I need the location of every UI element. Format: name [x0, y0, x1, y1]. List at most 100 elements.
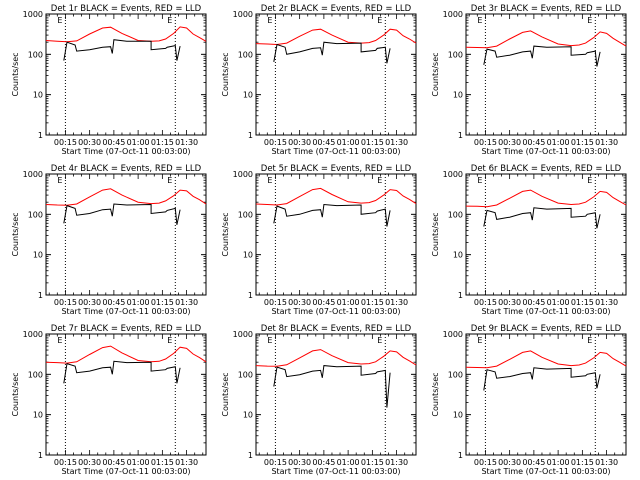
y-tick-label: 1000 [443, 170, 463, 179]
detector-panel: Det 2r BLACK = Events, RED = LLD 1 10 100 10… [221, 4, 417, 156]
plot-frame [255, 333, 417, 456]
y-axis-label: Counts/sec [431, 52, 440, 96]
x-axis-label: Start Time (07-Oct-11 00:03:00) [481, 147, 610, 156]
x-tick-label: 00:45 [102, 458, 125, 467]
x-tick-label: 00:30 [78, 298, 101, 307]
x-tick-label: 00:30 [288, 458, 311, 467]
x-tick-label: 01:00 [547, 458, 570, 467]
lld-series-line [255, 187, 417, 206]
panel-title: Det 9r BLACK = Events, RED = LLD [471, 324, 622, 334]
event-marker-label: E [377, 176, 382, 185]
x-tick-label: 01:30 [175, 138, 198, 147]
event-marker-label: E [377, 336, 382, 345]
detector-panel: Det 4r BLACK = Events, RED = LLD 1 10 100 10… [11, 164, 207, 316]
x-axis-label: Start Time (07-Oct-11 00:03:00) [271, 307, 400, 316]
events-series-line [63, 203, 181, 225]
y-tick-label: 1000 [233, 330, 253, 339]
y-tick-label: 100 [28, 370, 43, 379]
x-tick-label: 01:15 [361, 298, 384, 307]
x-tick-label: 01:15 [571, 298, 594, 307]
x-tick-label: 00:15 [264, 138, 287, 147]
events-series-line [63, 39, 181, 61]
x-tick-label: 01:00 [127, 138, 150, 147]
event-marker-label: E [267, 16, 272, 25]
x-tick-label: 00:15 [54, 298, 77, 307]
lld-series-line [255, 28, 417, 46]
panel-title: Det 8r BLACK = Events, RED = LLD [261, 324, 412, 334]
events-series-line [483, 367, 601, 391]
x-tick-label: 00:30 [288, 298, 311, 307]
x-tick-label: 00:45 [102, 138, 125, 147]
y-tick-label: 100 [448, 210, 463, 219]
y-tick-label: 1000 [23, 330, 43, 339]
x-tick-label: 00:30 [288, 138, 311, 147]
lld-series-line [465, 30, 627, 49]
panel-title: Det 7r BLACK = Events, RED = LLD [51, 324, 202, 334]
plot-frame [465, 333, 627, 456]
x-axis-label: Start Time (07-Oct-11 00:03:00) [61, 307, 190, 316]
x-tick-label: 00:30 [498, 138, 521, 147]
x-tick-label: 01:30 [595, 458, 618, 467]
x-tick-label: 01:30 [385, 458, 408, 467]
x-tick-label: 00:30 [78, 458, 101, 467]
lld-series-line [45, 26, 207, 43]
event-marker-label: E [377, 16, 382, 25]
y-axis-label: Counts/sec [221, 212, 230, 256]
plot-frame [45, 13, 207, 136]
y-tick-label: 1000 [233, 170, 253, 179]
x-tick-label: 00:15 [264, 458, 287, 467]
x-axis-label: Start Time (07-Oct-11 00:03:00) [481, 467, 610, 476]
y-tick-label: 1 [248, 451, 253, 460]
event-marker-label: E [477, 336, 482, 345]
plot-frame [45, 333, 207, 456]
detector-panel: Det 1r BLACK = Events, RED = LLD 1 10 100 10… [11, 4, 207, 156]
y-tick-label: 1 [38, 291, 43, 300]
x-tick-label: 00:15 [474, 458, 497, 467]
x-tick-label: 00:30 [498, 298, 521, 307]
plot-frame [255, 173, 417, 296]
panel-title: Det 6r BLACK = Events, RED = LLD [471, 164, 622, 174]
y-tick-label: 10 [453, 91, 463, 100]
x-tick-label: 01:15 [151, 138, 174, 147]
detector-panel: Det 8r BLACK = Events, RED = LLD 1 10 100 10… [221, 324, 417, 476]
y-axis-label: Counts/sec [11, 372, 20, 416]
y-tick-label: 1000 [443, 330, 463, 339]
x-tick-label: 00:15 [474, 298, 497, 307]
x-axis-label: Start Time (07-Oct-11 00:03:00) [271, 467, 400, 476]
event-marker-label: E [57, 336, 62, 345]
event-marker-label: E [587, 336, 592, 345]
event-marker-label: E [477, 176, 482, 185]
plot-frame [465, 173, 627, 296]
y-tick-label: 1 [458, 451, 463, 460]
events-series-line [483, 45, 601, 67]
x-tick-label: 01:30 [175, 298, 198, 307]
panel-title: Det 5r BLACK = Events, RED = LLD [261, 164, 412, 174]
y-tick-label: 10 [33, 251, 43, 260]
x-tick-label: 01:00 [337, 138, 360, 147]
y-tick-label: 10 [243, 411, 253, 420]
x-tick-label: 00:45 [312, 298, 335, 307]
events-series-line [273, 203, 391, 227]
y-tick-label: 100 [448, 50, 463, 59]
y-tick-label: 10 [243, 91, 253, 100]
y-tick-label: 1 [458, 291, 463, 300]
y-axis-label: Counts/sec [11, 52, 20, 96]
event-marker-label: E [477, 16, 482, 25]
x-tick-label: 01:00 [547, 138, 570, 147]
plot-frame [255, 13, 417, 136]
x-axis-label: Start Time (07-Oct-11 00:03:00) [271, 147, 400, 156]
y-tick-label: 100 [238, 210, 253, 219]
y-axis-label: Counts/sec [11, 212, 20, 256]
lld-series-line [45, 188, 207, 206]
x-tick-label: 01:00 [547, 298, 570, 307]
x-tick-label: 00:30 [78, 138, 101, 147]
x-tick-label: 00:45 [522, 138, 545, 147]
detector-panel: Det 5r BLACK = Events, RED = LLD 1 10 100 10… [221, 164, 417, 316]
x-tick-label: 00:15 [474, 138, 497, 147]
lld-series-line [465, 189, 627, 208]
event-marker-label: E [167, 16, 172, 25]
y-tick-label: 1 [248, 131, 253, 140]
y-tick-label: 100 [28, 210, 43, 219]
events-series-line [273, 365, 391, 408]
